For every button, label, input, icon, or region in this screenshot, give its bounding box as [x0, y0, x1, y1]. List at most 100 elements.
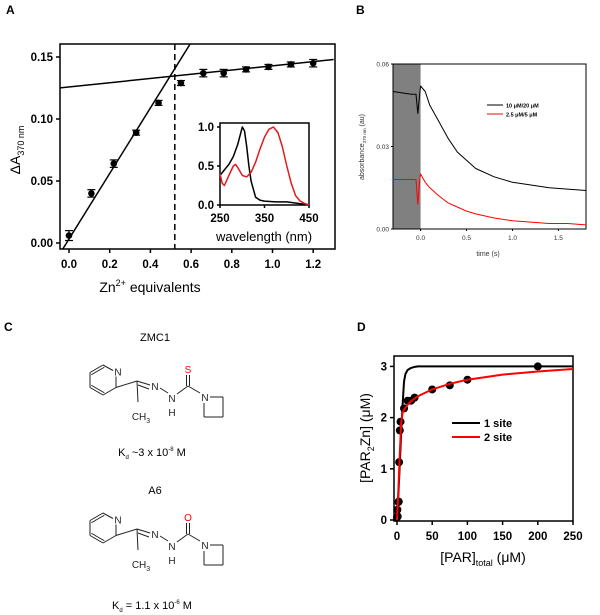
bond — [176, 385, 189, 395]
d-y-axis-label: [PAR2Zn] (μM) — [357, 393, 376, 483]
a-x-tick-label: 1.2 — [305, 259, 321, 271]
panel-label-c: C — [4, 320, 13, 334]
compound-name: A6 — [148, 485, 161, 497]
ring-double-bond — [91, 514, 105, 524]
imine-double-bond — [137, 384, 150, 390]
a-y-tick-label: 0.00 — [31, 238, 53, 250]
a-data-point — [200, 69, 207, 77]
b-legend-label-1: 10 μM/20 μM — [506, 104, 539, 110]
n-n-bond — [159, 387, 169, 394]
methyl-bond — [136, 528, 139, 551]
d-plot-frame — [393, 355, 574, 522]
bond — [187, 385, 201, 394]
nh-h: H — [168, 556, 175, 567]
a-x-tick-label: 0.4 — [142, 259, 159, 271]
b-x-tick-label: 1.0 — [508, 235, 517, 242]
bond — [115, 380, 138, 388]
ring-double-bond — [91, 366, 105, 376]
b-legend-label-2: 2.5 μM/5 μM — [506, 113, 538, 119]
a-x-tick-label: 0.0 — [61, 259, 77, 271]
b-y-tick-label: 0.00 — [376, 226, 389, 233]
a-plot-frame — [59, 43, 336, 250]
bond — [115, 528, 138, 536]
d-legend-label-2: 2 site — [484, 432, 512, 444]
kd-value: Kd = 1.1 x 10-6 M — [112, 600, 192, 614]
a-x-tick-label: 1.0 — [265, 259, 281, 271]
a-x-tick-label: 0.6 — [183, 259, 199, 271]
inset-x-tick-label: 250 — [210, 213, 229, 225]
ring-bond — [102, 535, 117, 544]
inset-y-tick-label: 1.0 — [198, 122, 214, 134]
n-n-bond — [159, 535, 169, 542]
b-y-axis-label: absorbance370 nm (au) — [359, 114, 367, 180]
nh-n: N — [168, 542, 175, 553]
ring-bond — [89, 512, 104, 521]
a-data-point — [242, 66, 250, 73]
imine-n: N — [151, 382, 158, 393]
a-y-tick-label: 0.05 — [31, 176, 54, 188]
a-data-point — [309, 59, 317, 67]
pyridine-n: N — [114, 368, 121, 379]
nh-h: H — [168, 408, 175, 419]
compound-name: ZMC1 — [140, 332, 170, 344]
methyl-label: CH3 — [132, 560, 150, 573]
b-x-tick-label: 0.5 — [462, 235, 471, 242]
d-y-tick-label: 3 — [381, 361, 387, 373]
b-y-tick-label: 0.06 — [376, 61, 389, 68]
ring-double-bond — [91, 384, 105, 394]
hetero-atom-O: O — [184, 513, 192, 524]
inset-x-tick-label: 350 — [255, 213, 274, 225]
panel-label-d: D — [357, 320, 366, 334]
b-plot-frame — [392, 63, 587, 230]
ring-bond — [89, 387, 104, 396]
a-data-point — [110, 160, 118, 167]
kd-value: Kd ~3 x 10-8 M — [118, 447, 186, 461]
a-x-axis-label: Zn2+ equivalents — [99, 278, 200, 295]
d-legend-label-1: 1 site — [484, 418, 512, 430]
d-x-tick-label: 100 — [458, 531, 477, 543]
azetidine-n: N — [201, 541, 208, 552]
b-series-2 — [393, 173, 587, 226]
d-x-tick-label: 150 — [493, 531, 512, 543]
a-data-point — [265, 63, 272, 71]
a-data-point — [65, 232, 73, 239]
pyridine-n: N — [114, 516, 121, 527]
inset-y-tick-label: 0.5 — [198, 161, 215, 173]
ring-bond — [102, 364, 114, 371]
imine-double-bond — [136, 528, 151, 534]
a-y-tick-label: 0.15 — [31, 52, 54, 64]
b-y-tick-label: 0.03 — [376, 144, 389, 151]
ring-bond — [89, 364, 104, 373]
d-x-axis-label: [PAR]total (μM) — [440, 549, 526, 568]
b-x-axis-label: time (s) — [476, 251, 499, 258]
d-y-tick-label: 1 — [381, 464, 388, 476]
a-data-point — [287, 61, 295, 68]
a-data-point — [220, 69, 227, 77]
d-legend: 1 site 2 site — [452, 418, 512, 444]
inset-x-axis-label: wavelength (nm) — [215, 229, 312, 244]
subscript: 3 — [146, 418, 150, 425]
a-x-tick-label: 0.8 — [224, 259, 241, 271]
bond — [176, 533, 189, 543]
inset-x-tick-label: 450 — [299, 213, 318, 225]
methyl-bond — [136, 380, 139, 403]
d-y-tick-label: 2 — [381, 413, 387, 425]
subscript: 3 — [146, 566, 150, 573]
ring-double-bond — [91, 532, 105, 542]
d-x-tick-label: 250 — [563, 531, 582, 543]
inset-series-1 — [219, 126, 310, 206]
a-x-tick-label: 0.2 — [102, 259, 118, 271]
d-x-tick-label: 200 — [528, 531, 547, 543]
a-data-point — [177, 79, 185, 87]
a-data-point — [155, 99, 162, 107]
d-x-tick-label: 0 — [394, 531, 400, 543]
nh-n: N — [168, 394, 175, 405]
inset-y-tick-label: 0.0 — [198, 200, 214, 212]
b-x-tick-label: 1.5 — [554, 235, 563, 242]
a-fit-line-1 — [61, 44, 192, 249]
inset-series-2 — [219, 126, 310, 206]
